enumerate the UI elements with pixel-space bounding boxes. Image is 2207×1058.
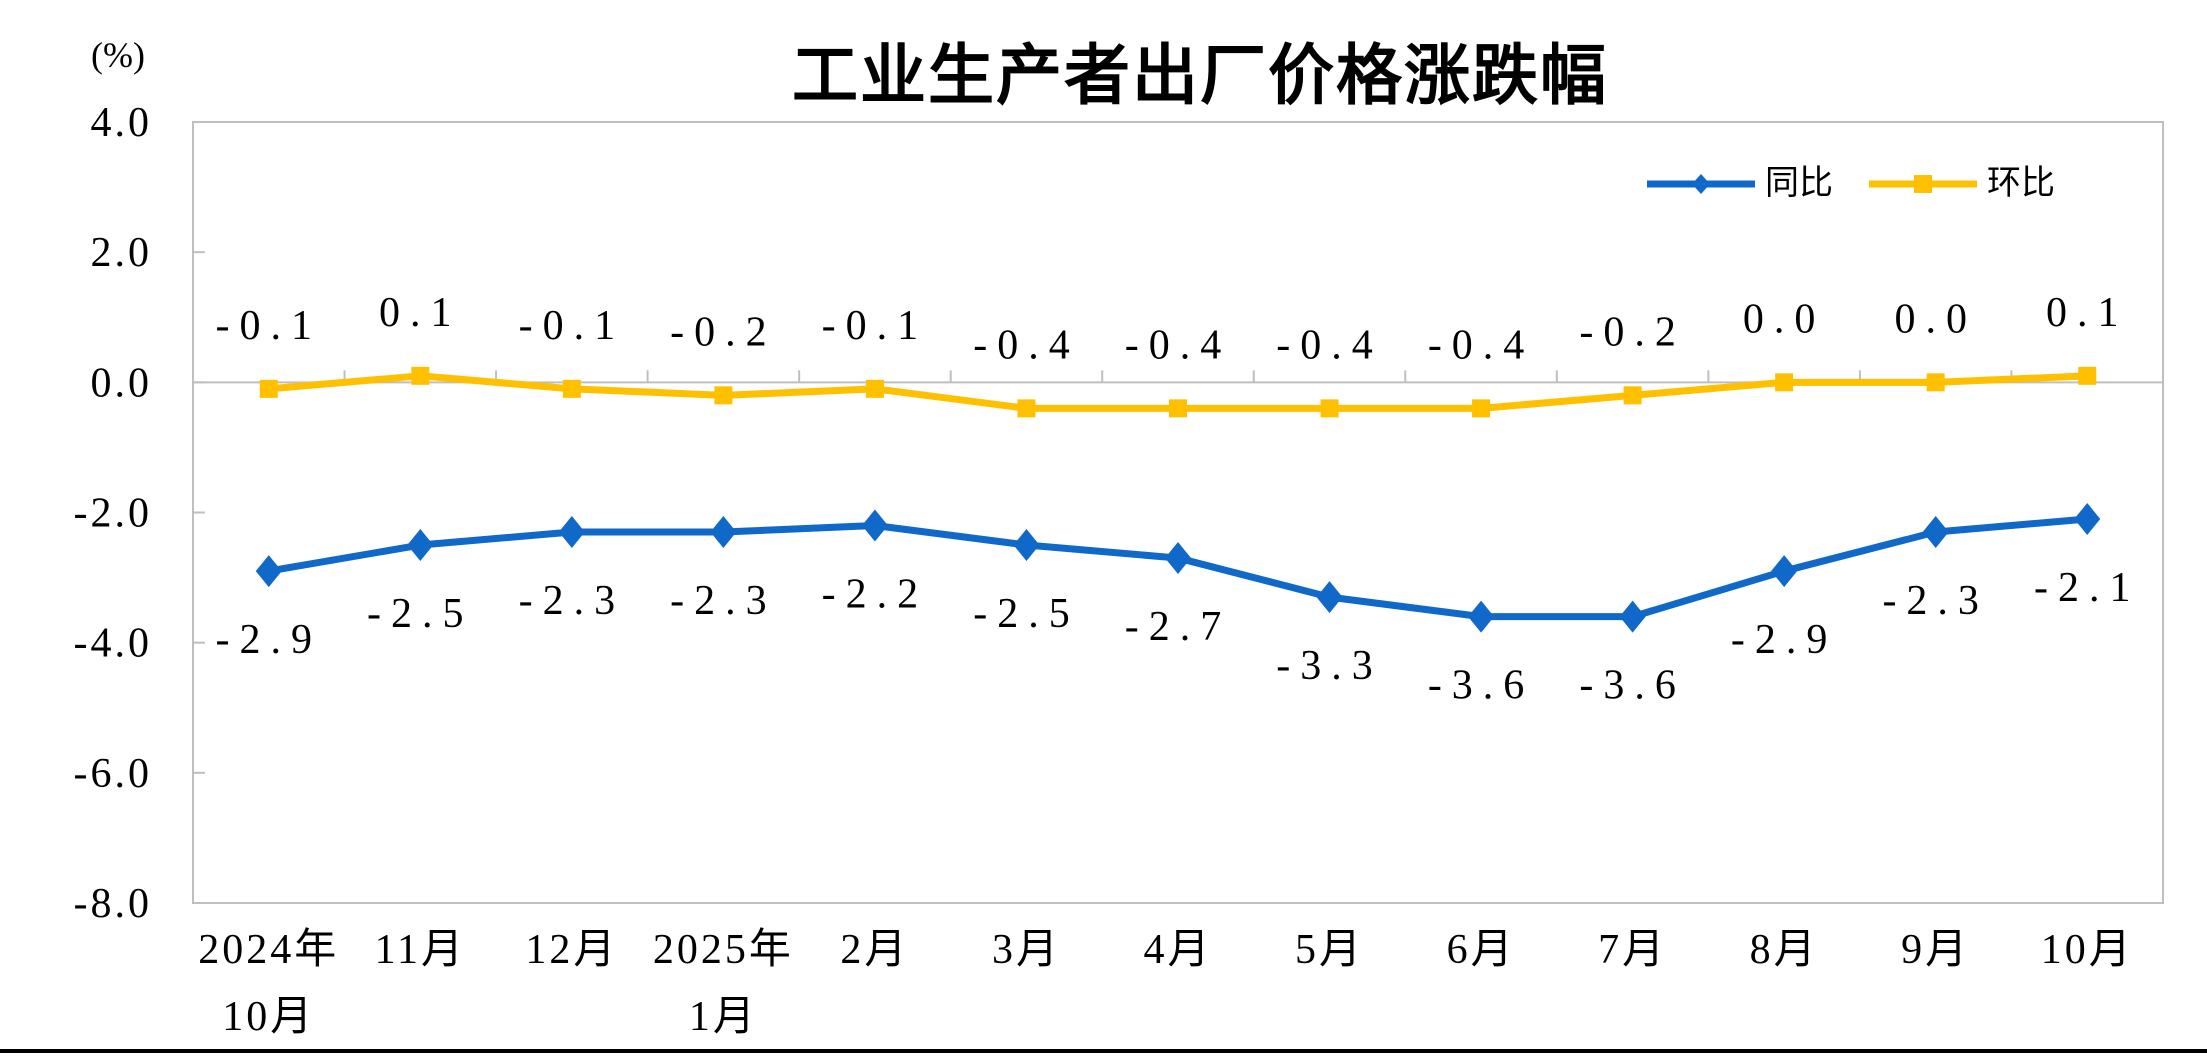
- x-axis-category-label: 3月: [992, 927, 1061, 973]
- x-axis-category-label: 10月: [222, 994, 315, 1040]
- square-marker: [562, 379, 581, 398]
- square-marker: [1017, 399, 1036, 418]
- data-label-环比: -0.2: [670, 309, 777, 355]
- diamond-marker: [407, 529, 434, 562]
- x-axis-category-label: 9月: [1901, 927, 1970, 973]
- chart-title: 工业生产者出厂价格涨跌幅: [792, 40, 1608, 113]
- x-axis-category-label: 10月: [2041, 927, 2134, 973]
- y-axis-unit-label: (%): [91, 35, 145, 75]
- diamond-marker: [1468, 600, 1495, 633]
- diamond-marker: [1013, 529, 1040, 562]
- bottom-divider: [0, 1049, 2207, 1053]
- y-axis-tick-label: 2.0: [91, 230, 153, 276]
- data-label-同比: -2.3: [670, 578, 777, 624]
- data-label-同比: -2.2: [822, 572, 929, 618]
- square-marker: [1472, 399, 1491, 418]
- square-marker: [2078, 366, 2097, 385]
- square-marker: [411, 366, 430, 385]
- data-label-同比: -2.3: [1882, 578, 1989, 624]
- legend-sample-line-mom: [1869, 175, 1977, 193]
- data-label-环比: 0.1: [379, 290, 462, 336]
- x-axis-category-label: 4月: [1143, 927, 1212, 973]
- data-label-环比: 0.0: [1743, 296, 1826, 342]
- data-label-同比: -2.9: [216, 617, 323, 663]
- legend-item-mom: 环比: [1867, 166, 2055, 202]
- x-axis-category-label: 2024年: [198, 926, 339, 973]
- data-label-同比: -2.3: [519, 578, 626, 624]
- data-label-环比: 0.1: [2046, 290, 2129, 336]
- x-axis-category-label: 2025年: [653, 926, 794, 973]
- legend-item-yoy: 同比: [1645, 166, 1833, 202]
- diamond-marker: [558, 516, 585, 549]
- x-axis-category-label: 5月: [1295, 927, 1364, 973]
- y-axis-tick-label: 4.0: [91, 100, 153, 146]
- diamond-marker: [861, 509, 888, 542]
- data-label-同比: -2.5: [367, 591, 474, 637]
- data-label-同比: -3.6: [1579, 663, 1686, 709]
- x-axis-category-label: 8月: [1750, 927, 1819, 973]
- diamond-marker: [1165, 542, 1191, 575]
- x-axis-category-label: 6月: [1447, 927, 1516, 973]
- legend: 同比 环比: [1645, 166, 2055, 202]
- diamond-marker: [1922, 516, 1949, 549]
- legend-label-yoy: 同比: [1765, 165, 1833, 202]
- y-axis-tick-label: 0.0: [91, 360, 153, 406]
- square-marker: [865, 379, 884, 398]
- data-label-环比: -0.4: [1125, 322, 1232, 368]
- y-axis-tick-label: -6.0: [74, 751, 153, 797]
- data-label-环比: -0.1: [519, 303, 626, 349]
- legend-label-mom: 环比: [1987, 165, 2055, 202]
- diamond-marker-icon: [1692, 174, 1710, 194]
- x-axis-category-label: 11月: [375, 927, 466, 973]
- legend-sample-line-yoy: [1647, 174, 1755, 194]
- y-axis-tick-label: -2.0: [74, 491, 153, 537]
- data-label-同比: -2.1: [2034, 565, 2141, 611]
- data-label-环比: -0.4: [1276, 322, 1383, 368]
- data-label-环比: -0.4: [1428, 322, 1535, 368]
- square-marker: [1926, 373, 1945, 392]
- x-axis-category-label: 12月: [525, 927, 618, 973]
- data-label-环比: -0.1: [216, 303, 323, 349]
- diamond-marker: [255, 555, 282, 588]
- square-marker: [259, 379, 278, 398]
- data-label-同比: -2.5: [973, 591, 1080, 637]
- data-label-环比: -0.2: [1579, 309, 1686, 355]
- diamond-marker: [1771, 555, 1798, 588]
- x-axis-category-label: 1月: [689, 994, 758, 1040]
- square-marker: [1169, 399, 1187, 418]
- data-label-环比: -0.1: [822, 303, 929, 349]
- data-label-同比: -2.9: [1731, 617, 1838, 663]
- data-label-同比: -2.7: [1125, 604, 1232, 650]
- x-axis-category-label: 2月: [840, 927, 909, 973]
- square-marker: [1623, 386, 1642, 405]
- square-marker-icon: [1914, 175, 1932, 193]
- data-label-环比: 0.0: [1894, 296, 1977, 342]
- data-label-同比: -3.3: [1276, 643, 1383, 689]
- diamond-marker: [2074, 503, 2101, 536]
- plot-border: [192, 121, 2164, 904]
- diamond-marker: [1619, 600, 1646, 633]
- x-axis-category-label: 7月: [1598, 927, 1667, 973]
- diamond-marker: [710, 516, 737, 549]
- square-marker: [1775, 373, 1794, 392]
- square-marker: [714, 386, 733, 405]
- data-label-环比: -0.4: [973, 322, 1080, 368]
- data-label-同比: -3.6: [1428, 663, 1535, 709]
- diamond-marker: [1316, 581, 1343, 614]
- y-axis-tick-label: -8.0: [74, 881, 153, 927]
- square-marker: [1320, 399, 1339, 418]
- y-axis-tick-label: -4.0: [74, 621, 153, 667]
